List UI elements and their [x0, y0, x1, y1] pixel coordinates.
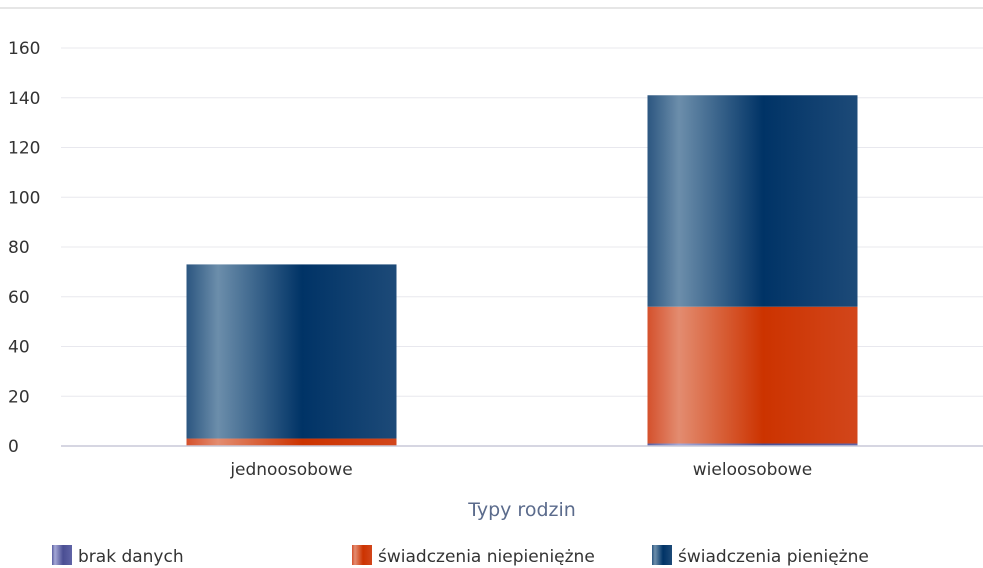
y-tick-label: 0	[8, 437, 19, 457]
y-tick-label: 140	[8, 89, 40, 109]
y-tick-label: 80	[8, 238, 30, 258]
bar-segment-pieniezne	[647, 95, 858, 307]
y-tick-label: 100	[8, 188, 40, 208]
bar-segment-niepieniezne	[186, 438, 397, 446]
legend-item: brak danych	[52, 545, 184, 567]
legend-item: świadczenia pieniężne	[652, 545, 869, 567]
bar-segment-brak-danych	[647, 443, 858, 446]
y-axis-ticks: 0 20 40 60 80 100 120 140 160	[8, 39, 40, 457]
legend-swatch	[352, 545, 372, 565]
x-axis-title: Typy rodzin	[467, 499, 576, 521]
x-tick-label: wieloosobowe	[693, 460, 812, 480]
y-tick-label: 20	[8, 387, 30, 407]
bars	[186, 95, 858, 446]
y-tick-label: 120	[8, 139, 40, 159]
bar-segment-niepieniezne	[647, 306, 858, 444]
legend-label: świadczenia pieniężne	[678, 547, 869, 567]
legend-item: świadczenia niepieniężne	[352, 545, 595, 567]
x-axis-labels: jednoosobowe wieloosobowe	[229, 460, 812, 480]
legend-label: świadczenia niepieniężne	[378, 547, 595, 567]
legend-swatch	[52, 545, 72, 565]
y-tick-label: 160	[8, 39, 40, 59]
y-tick-label: 60	[8, 288, 30, 308]
bar-segment-pieniezne	[186, 264, 397, 439]
legend: brak danych świadczenia niepieniężne świad…	[52, 545, 869, 567]
legend-label: brak danych	[78, 547, 184, 567]
legend-swatch	[652, 545, 672, 565]
x-tick-label: jednoosobowe	[229, 460, 352, 480]
y-tick-label: 40	[8, 338, 30, 358]
